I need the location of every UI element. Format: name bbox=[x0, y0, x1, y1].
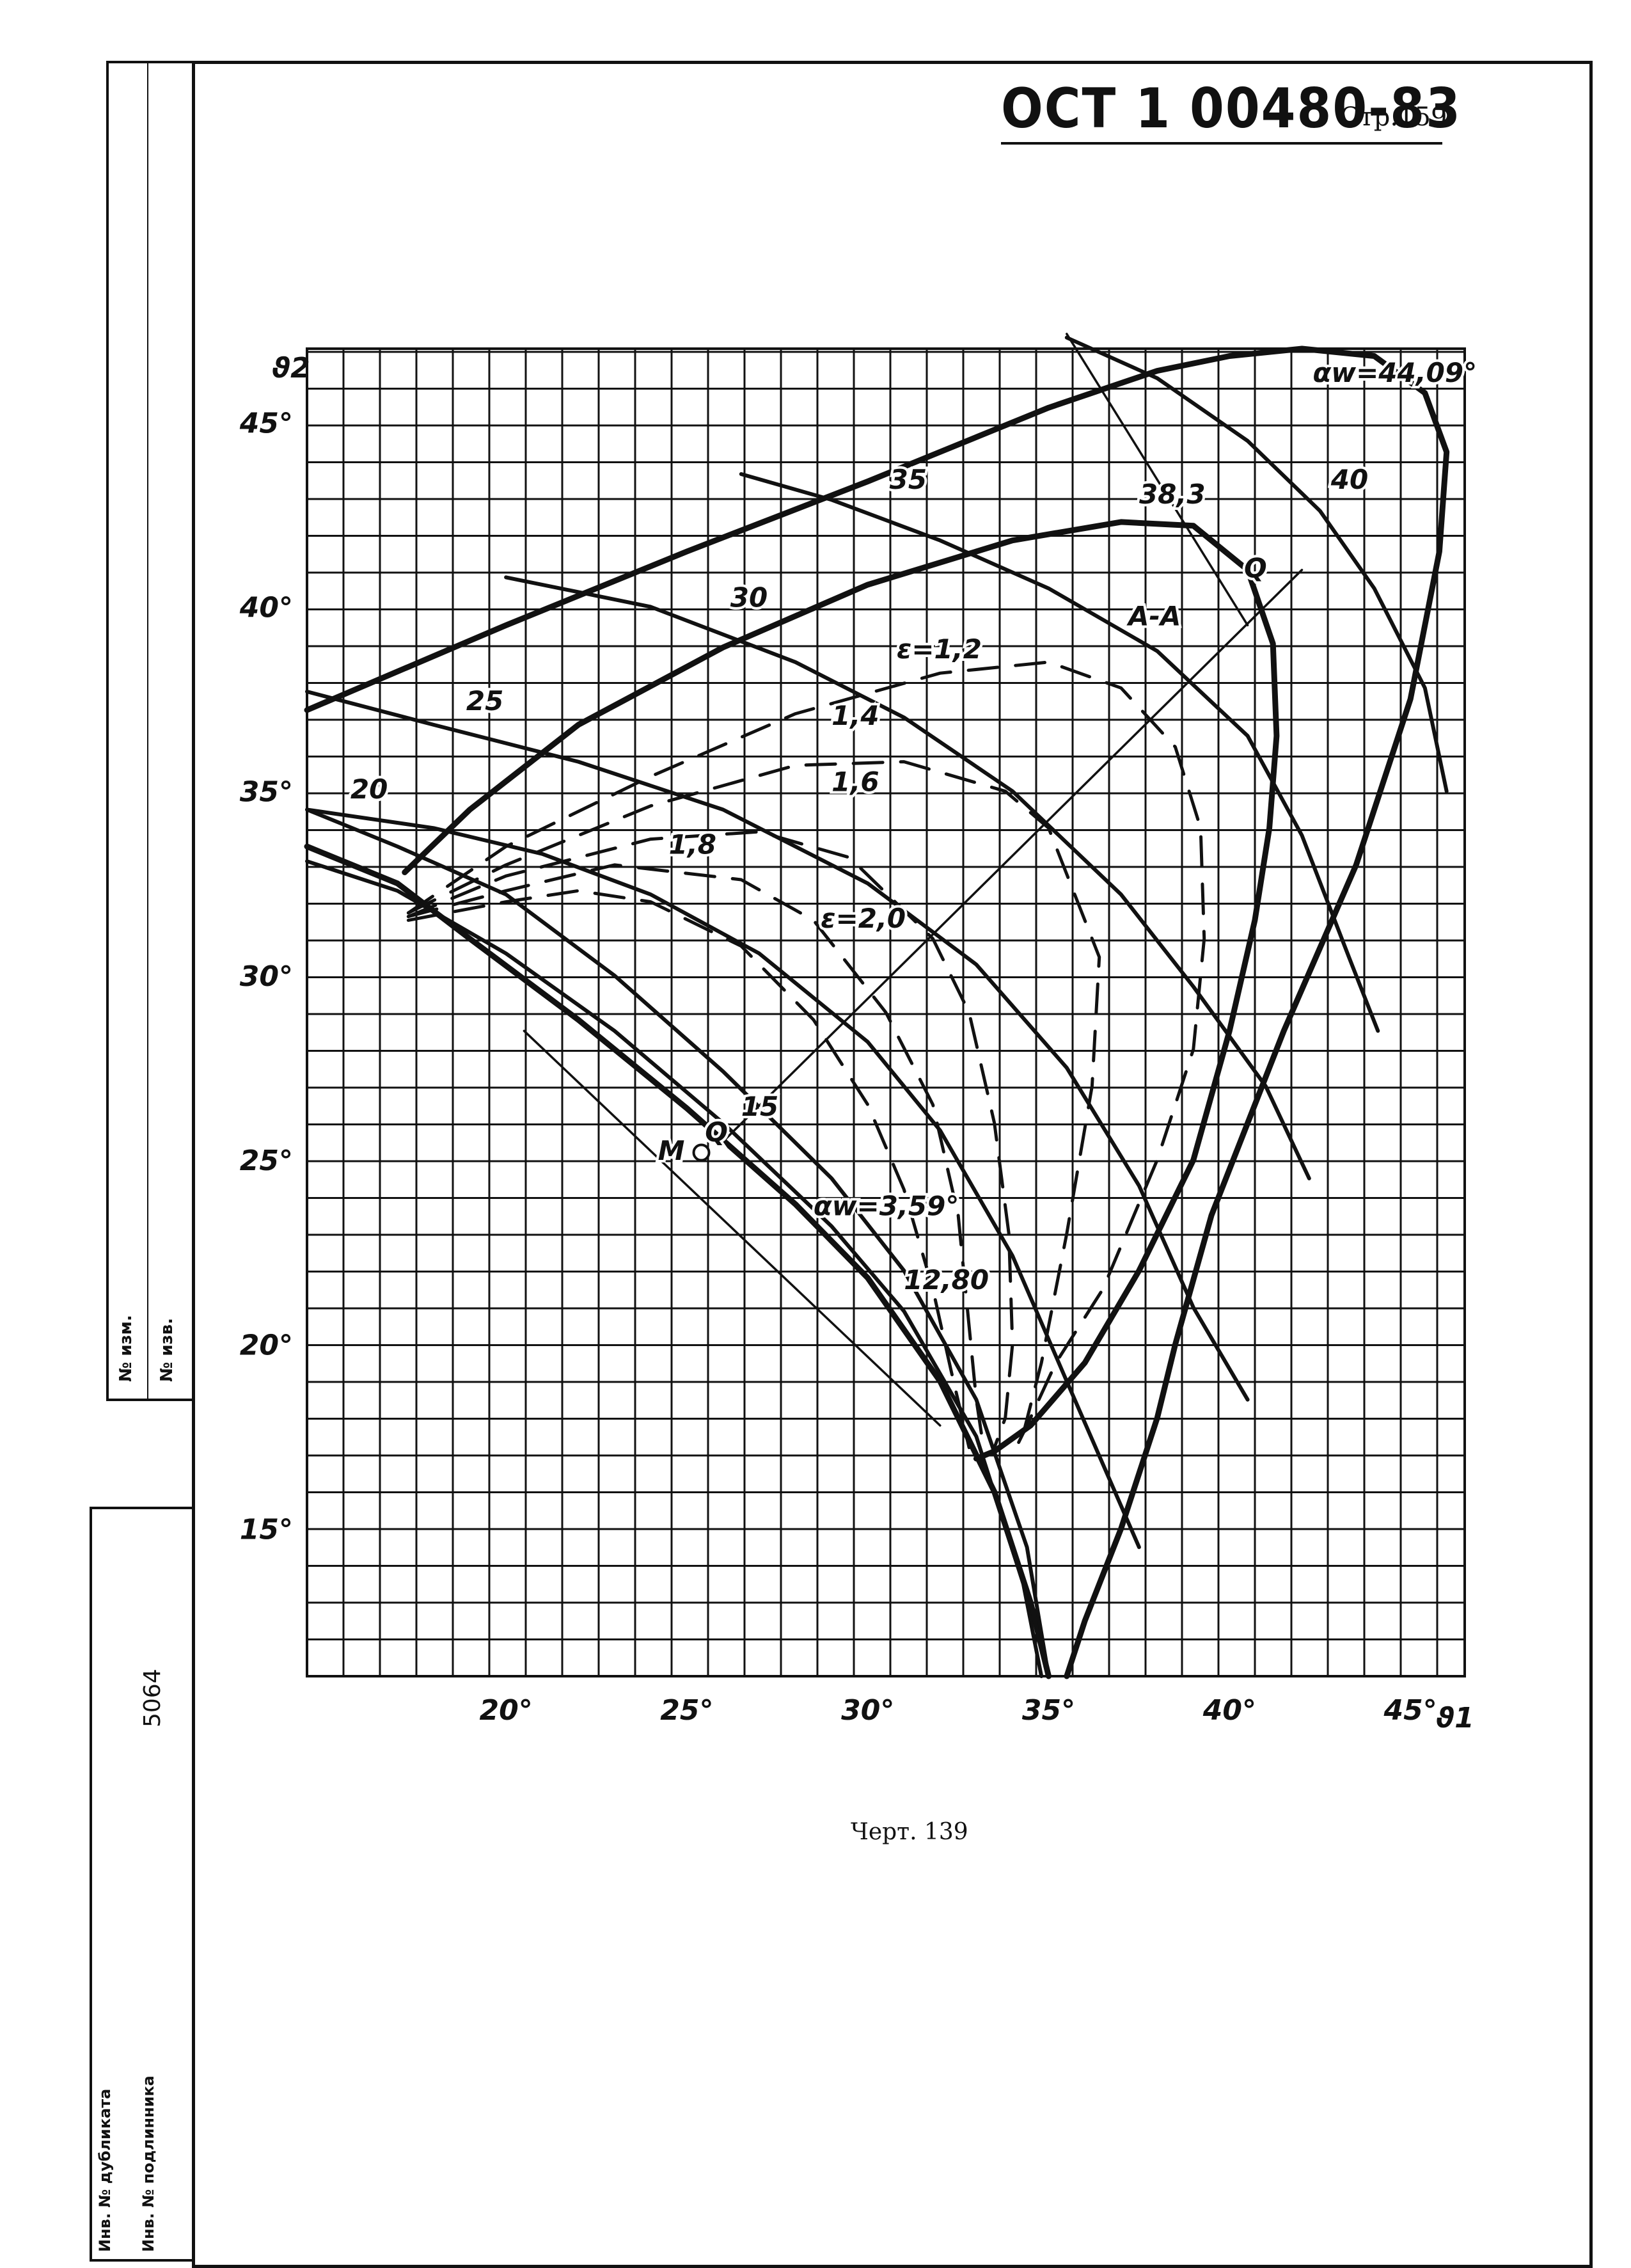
series-line bbox=[504, 575, 1311, 1180]
point-marker bbox=[692, 1143, 711, 1162]
annotation-label: 35 bbox=[890, 464, 927, 495]
series-line bbox=[739, 472, 1380, 1033]
annotation-label: ε=1,2 bbox=[897, 633, 982, 665]
series-line bbox=[406, 760, 1101, 1450]
x-axis-label: ϑ1 bbox=[1436, 1702, 1474, 1734]
annotation-label: 15 bbox=[741, 1091, 778, 1122]
chart-series bbox=[304, 333, 1450, 1679]
y-tick-label: 25° bbox=[240, 1145, 293, 1177]
annotation-label: 40 bbox=[1330, 464, 1368, 495]
title-underline bbox=[1001, 142, 1442, 145]
series-line bbox=[304, 345, 1450, 1679]
series-line bbox=[406, 660, 1206, 1457]
annotation-label: Q bbox=[1244, 552, 1267, 583]
series-line bbox=[721, 569, 1304, 1143]
annotation-label: 1,8 bbox=[669, 829, 716, 860]
margin-strip bbox=[106, 61, 192, 1401]
series-line bbox=[305, 807, 1051, 1678]
annotation-label: 1,6 bbox=[831, 766, 879, 798]
x-tick-label: 20° bbox=[479, 1694, 532, 1727]
document-code: ОСТ 1 00480-83 bbox=[1001, 77, 1462, 141]
annotation-label: 1,4 bbox=[831, 700, 879, 731]
y-tick-label: 45° bbox=[239, 407, 293, 440]
annotation-label: 25 bbox=[466, 685, 503, 717]
plot-area-border bbox=[306, 347, 1466, 1677]
series-line bbox=[305, 690, 1250, 1402]
annotation-label: Q bbox=[705, 1116, 728, 1148]
chart-labels: αw=44,09° 38,3 40 35 30 25 20 15 12,80 αw=3,59° Q Q… bbox=[348, 354, 1479, 1298]
page-number: Стр.159 bbox=[1340, 102, 1447, 132]
x-tick-label: 35° bbox=[1022, 1694, 1075, 1727]
y-tick-label: 40° bbox=[239, 591, 293, 624]
series-line bbox=[406, 863, 986, 1450]
annotation-label: αw=3,59° bbox=[814, 1191, 959, 1222]
y-tick-label: 15° bbox=[240, 1513, 293, 1546]
series-line bbox=[304, 843, 1052, 1679]
series-line bbox=[406, 830, 1014, 1450]
series-line bbox=[1066, 333, 1249, 627]
annotation-label: M bbox=[658, 1135, 685, 1166]
x-tick-label: 30° bbox=[841, 1694, 894, 1727]
series-line bbox=[1064, 335, 1449, 793]
annotation-label: 38,3 bbox=[1139, 479, 1206, 510]
annotation-label: 12,80 bbox=[904, 1264, 989, 1296]
x-tick-label: 45° bbox=[1383, 1694, 1437, 1727]
chart-ticks: 20° 25° 30° 35° 40° 45° 15° 20° 25° 30° 35° 40° 45° bbox=[239, 407, 1437, 1727]
series-line bbox=[305, 859, 1044, 1678]
series-line bbox=[402, 519, 1280, 1462]
margin-divider bbox=[147, 61, 148, 1401]
y-tick-label: 35° bbox=[240, 776, 293, 809]
annotation-label: 30 bbox=[730, 582, 768, 613]
x-tick-label: 40° bbox=[1202, 1694, 1256, 1727]
annotation-label: A-A bbox=[1126, 600, 1181, 631]
y-tick-label: 20° bbox=[240, 1329, 293, 1361]
series-line bbox=[406, 889, 971, 1450]
x-tick-label: 25° bbox=[660, 1694, 713, 1727]
series-line bbox=[523, 1029, 942, 1427]
series-line bbox=[305, 807, 1141, 1550]
annotation-label: 20 bbox=[351, 773, 388, 805]
annotation-label: ε=2,0 bbox=[821, 903, 906, 934]
figure-caption: Черт. 139 bbox=[851, 1819, 968, 1845]
annotation-label: αw=44,09° bbox=[1312, 357, 1477, 388]
y-tick-label: 30° bbox=[240, 960, 293, 993]
y-axis-label: ϑ2 bbox=[272, 352, 310, 385]
